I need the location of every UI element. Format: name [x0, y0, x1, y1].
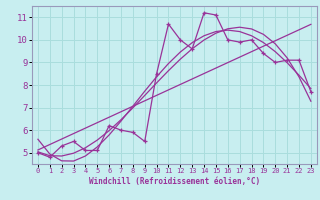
X-axis label: Windchill (Refroidissement éolien,°C): Windchill (Refroidissement éolien,°C)	[89, 177, 260, 186]
